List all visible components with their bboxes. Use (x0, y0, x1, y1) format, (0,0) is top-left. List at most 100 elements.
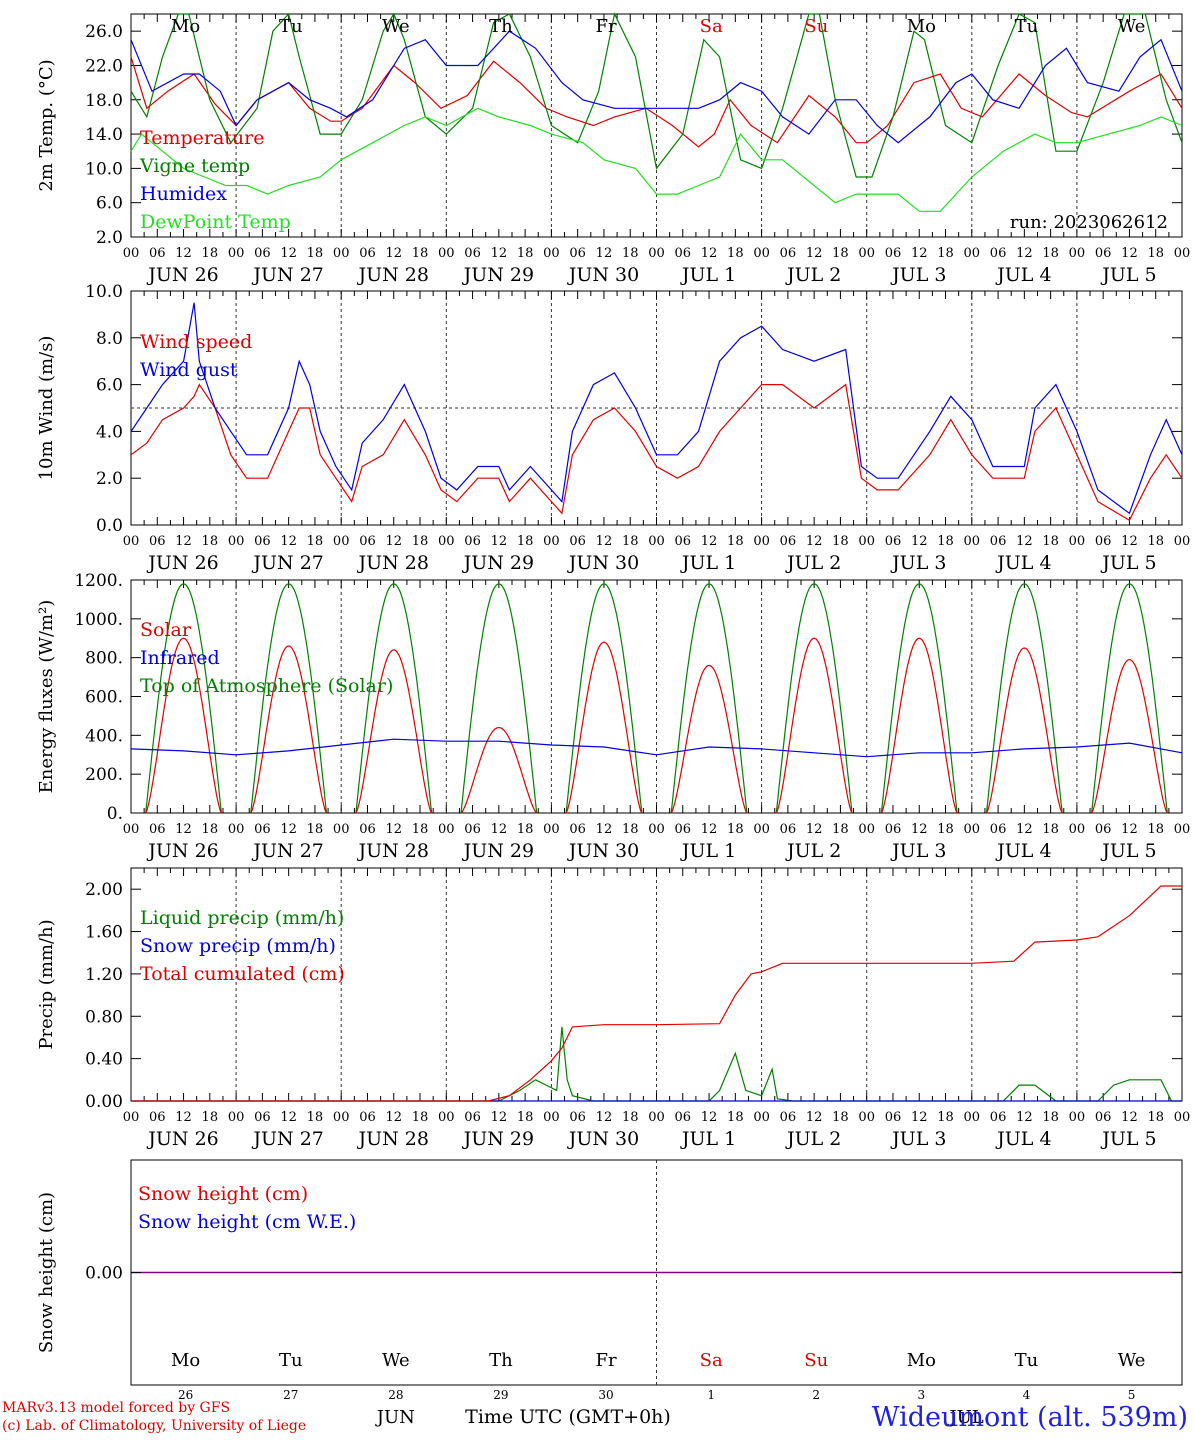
hour-tick-label: 12 (596, 1110, 613, 1125)
date-label: JUN 27 (251, 1128, 323, 1150)
hour-tick-label: 12 (806, 246, 823, 261)
y-tick-label: 0.80 (85, 1007, 123, 1027)
hour-tick-label: 00 (753, 246, 770, 261)
y-tick-label: 2.0 (96, 469, 123, 489)
date-label: JUN 26 (146, 840, 218, 862)
y-tick-label: 10.0 (85, 159, 123, 179)
series-wind-gust (130, 302, 1183, 515)
hour-tick-label: 12 (175, 1110, 192, 1125)
hour-tick-label: 00 (543, 822, 560, 837)
x-axis-label: Time UTC (GMT+0h) (465, 1406, 671, 1428)
hour-tick-label: 06 (149, 246, 166, 261)
hour-tick-label: 00 (438, 1110, 455, 1125)
legend-entry: Snow height (cm W.E.) (138, 1211, 356, 1233)
hour-tick-label: 12 (596, 534, 613, 549)
hour-tick-label: 18 (1147, 1110, 1164, 1125)
series-toa-solar (460, 583, 538, 814)
date-label: JUL 5 (1100, 840, 1156, 862)
weekday-label: Th (489, 1350, 513, 1371)
hour-tick-label: 12 (701, 246, 718, 261)
hour-tick-label: 00 (123, 246, 140, 261)
legend-entry: Wind speed (140, 331, 252, 353)
hour-tick-label: 00 (123, 1110, 140, 1125)
hour-tick-label: 00 (228, 534, 245, 549)
date-label: JUN 30 (567, 552, 639, 574)
hour-tick-label: 00 (858, 534, 875, 549)
series-solar (775, 637, 853, 814)
day-number-label: 30 (598, 1388, 613, 1402)
y-tick-label: 0.00 (85, 1092, 123, 1112)
hour-tick-label: 12 (385, 246, 402, 261)
date-label: JUN 27 (251, 264, 323, 286)
hour-tick-label: 12 (806, 1110, 823, 1125)
hour-tick-label: 18 (202, 822, 219, 837)
hour-tick-label: 06 (1095, 246, 1112, 261)
hour-tick-label: 00 (438, 246, 455, 261)
hour-tick-label: 18 (202, 534, 219, 549)
panel-0-frame (130, 13, 1183, 238)
hour-tick-label: 00 (228, 246, 245, 261)
hour-tick-label: 06 (990, 246, 1007, 261)
date-label: JUL 3 (890, 264, 946, 286)
hour-tick-label: 18 (307, 822, 324, 837)
hour-tick-label: 12 (280, 534, 297, 549)
legend-entry: Vigne temp (139, 155, 250, 177)
hour-tick-label: 18 (937, 246, 954, 261)
y-tick-label: 6.0 (96, 194, 123, 214)
hour-tick-label: 00 (1174, 246, 1191, 261)
hour-tick-label: 18 (1147, 534, 1164, 549)
hour-tick-label: 00 (964, 822, 981, 837)
run-label: run: 2023062612 (1010, 212, 1168, 233)
hour-tick-label: 06 (885, 1110, 902, 1125)
y-tick-label: 0.40 (85, 1050, 123, 1070)
hour-tick-label: 00 (648, 534, 665, 549)
date-label: JUN 28 (357, 552, 429, 574)
series-solar (670, 664, 748, 814)
hour-tick-label: 18 (937, 1110, 954, 1125)
hour-tick-label: 06 (359, 822, 376, 837)
y-axis-label: Energy fluxes (W/m²) (36, 600, 57, 794)
hour-tick-label: 18 (937, 534, 954, 549)
hour-tick-label: 12 (175, 246, 192, 261)
weekday-label: Tu (1015, 16, 1039, 37)
day-number-label: 1 (707, 1388, 715, 1402)
hour-tick-label: 06 (254, 822, 271, 837)
date-label: JUL 4 (995, 264, 1051, 286)
hour-tick-label: 06 (780, 246, 797, 261)
series-toa-solar (985, 583, 1063, 814)
hour-tick-label: 06 (569, 1110, 586, 1125)
date-label: JUN 29 (462, 264, 534, 286)
hour-tick-label: 06 (464, 246, 481, 261)
legend-entry: DewPoint Temp (140, 211, 291, 233)
date-label: JUL 1 (680, 552, 736, 574)
hour-tick-label: 06 (780, 1110, 797, 1125)
hour-tick-label: 06 (254, 534, 271, 549)
hour-tick-label: 06 (359, 534, 376, 549)
hour-tick-label: 12 (1016, 246, 1033, 261)
date-label: JUL 2 (785, 840, 841, 862)
y-tick-label: 2.00 (85, 880, 123, 900)
y-tick-label: 1200. (74, 571, 123, 591)
hour-tick-label: 12 (491, 246, 508, 261)
y-tick-label: 10.0 (85, 282, 123, 302)
hour-tick-label: 12 (806, 534, 823, 549)
hour-tick-label: 18 (412, 534, 429, 549)
date-label: JUN 29 (462, 1128, 534, 1150)
hour-tick-label: 12 (1016, 1110, 1033, 1125)
hour-tick-label: 18 (307, 534, 324, 549)
date-label: JUN 30 (567, 1128, 639, 1150)
hour-tick-label: 06 (675, 1110, 692, 1125)
model-credit: MARv3.13 model forced by GFS (2, 1400, 231, 1416)
y-tick-label: 800. (85, 649, 123, 669)
hour-tick-label: 06 (1095, 822, 1112, 837)
series-solar (565, 641, 643, 814)
hour-tick-label: 18 (832, 246, 849, 261)
hour-tick-label: 18 (202, 1110, 219, 1125)
hour-tick-label: 00 (333, 822, 350, 837)
hour-tick-label: 06 (990, 1110, 1007, 1125)
hour-tick-label: 18 (727, 534, 744, 549)
hour-tick-label: 12 (491, 534, 508, 549)
hour-tick-label: 12 (596, 822, 613, 837)
y-tick-label: 22.0 (85, 56, 123, 76)
